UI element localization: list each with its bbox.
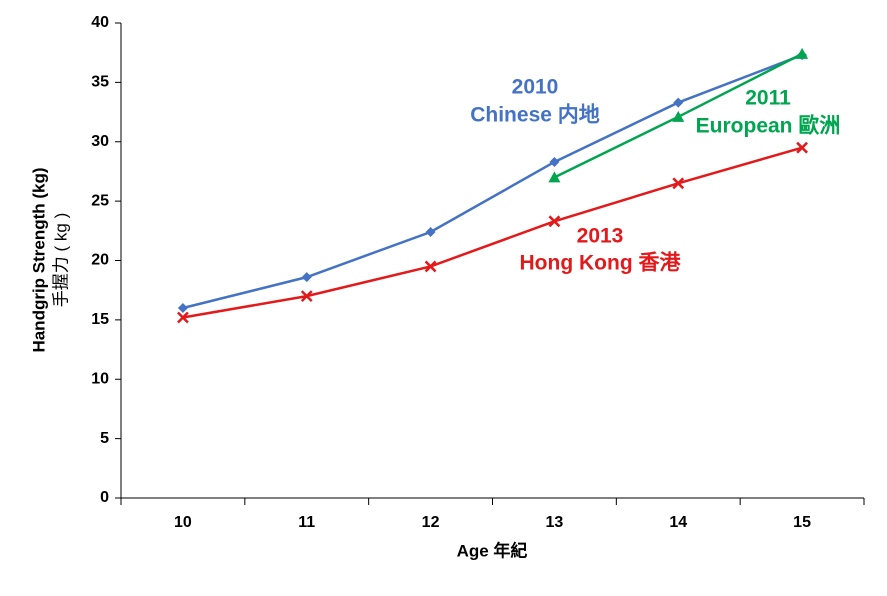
series-label: Chinese 内地 (470, 103, 600, 127)
series-year: 2011 (745, 87, 791, 110)
y-tick-label: 5 (100, 430, 109, 447)
marker (548, 215, 561, 228)
x-tick-label: 11 (298, 514, 315, 531)
marker (177, 303, 188, 313)
marker (796, 141, 808, 154)
y-tick-label: 30 (91, 133, 109, 150)
y-tick-label: 0 (100, 489, 109, 506)
marker (548, 171, 561, 183)
marker (300, 290, 313, 303)
series-line (182, 53, 803, 310)
x-axis-label: Age 年紀 (457, 540, 528, 560)
x-tick-label: 13 (546, 514, 564, 531)
y-tick-label: 25 (91, 192, 109, 209)
y-axis-label: 手握力 ( kg ) (51, 213, 70, 307)
y-tick-label: 10 (91, 370, 109, 387)
series-line (182, 146, 803, 319)
series-year: 2013 (577, 225, 624, 248)
series-label: European 歐洲 (696, 114, 841, 138)
y-tick-label: 40 (91, 14, 109, 31)
x-tick-label: 15 (793, 514, 811, 531)
marker (424, 260, 437, 273)
y-axis-label: Handgrip Strength (kg) (29, 167, 48, 352)
series-label: Hong Kong 香港 (520, 251, 682, 275)
marker (177, 311, 189, 324)
y-tick-label: 20 (91, 252, 109, 269)
x-tick-label: 10 (174, 514, 192, 531)
marker (301, 272, 312, 283)
x-tick-label: 14 (669, 514, 687, 531)
y-tick-label: 35 (91, 74, 109, 91)
marker (549, 156, 560, 167)
series-year: 2010 (512, 76, 559, 99)
marker (672, 110, 685, 122)
marker (796, 47, 809, 59)
marker (425, 227, 436, 237)
marker (672, 177, 685, 190)
y-tick-label: 15 (91, 311, 109, 328)
x-tick-label: 12 (422, 514, 440, 531)
marker (673, 97, 684, 108)
